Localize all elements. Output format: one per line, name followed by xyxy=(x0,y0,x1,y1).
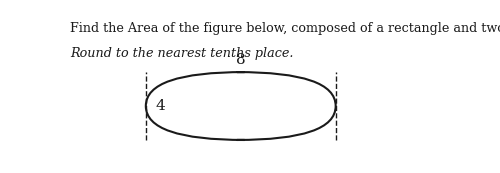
Text: Find the Area of the figure below, composed of a rectangle and two semicircles.: Find the Area of the figure below, compo… xyxy=(70,22,500,35)
Text: 4: 4 xyxy=(156,99,165,113)
Text: Round to the nearest tenths place.: Round to the nearest tenths place. xyxy=(70,47,294,60)
Text: 8: 8 xyxy=(236,53,246,67)
